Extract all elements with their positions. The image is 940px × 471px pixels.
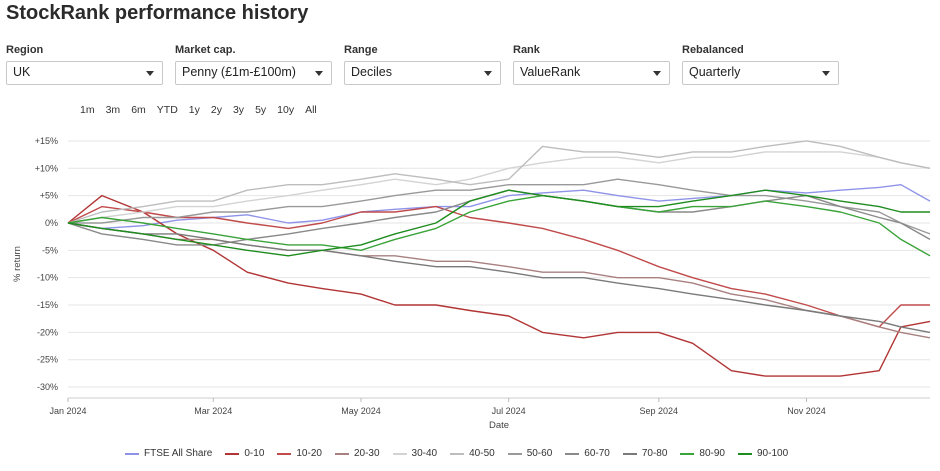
- y-tick-label: +10%: [35, 163, 58, 173]
- chevron-down-icon: [484, 71, 492, 76]
- series-line-30-40: [67, 151, 931, 224]
- chevron-down-icon: [822, 71, 830, 76]
- legend-label: 50-60: [526, 448, 553, 459]
- page-title: StockRank performance history: [6, 2, 309, 24]
- period-6m[interactable]: 6m: [131, 104, 146, 116]
- rank-filter: Rank ValueRank: [513, 44, 670, 85]
- rank-select[interactable]: ValueRank: [513, 61, 670, 85]
- legend-label: 60-70: [584, 448, 610, 459]
- legend-label: 0-10: [244, 448, 265, 459]
- period-5y[interactable]: 5y: [255, 104, 267, 116]
- range-label: Range: [344, 44, 378, 56]
- market-cap-value: Penny (£1m-£100m): [182, 65, 296, 79]
- range-select[interactable]: Deciles: [344, 61, 501, 85]
- legend-item-10-20[interactable]: 10-20: [277, 448, 322, 459]
- market-cap-label: Market cap.: [175, 44, 236, 56]
- series-line-10-20: [67, 205, 930, 328]
- legend-item-70-80[interactable]: 70-80: [622, 448, 668, 459]
- y-tick-label: -5%: [42, 245, 58, 255]
- legend-item-80-90[interactable]: 80-90: [680, 448, 725, 459]
- y-tick-label: +15%: [35, 136, 58, 146]
- rebalanced-select[interactable]: Quarterly: [682, 61, 839, 85]
- series-line-50-60: [68, 178, 931, 235]
- rebalanced-value: Quarterly: [689, 65, 741, 79]
- legend-label: 90-100: [757, 448, 789, 459]
- legend-label: 10-20: [296, 448, 322, 459]
- legend-label: 70-80: [641, 448, 668, 459]
- period-all[interactable]: All: [305, 104, 317, 116]
- period-selector: 1m 3m 6m YTD 1y 2y 3y 5y 10y All: [80, 104, 328, 116]
- y-tick-label: -10%: [37, 273, 58, 283]
- series-line-90-100: [67, 189, 930, 257]
- legend-swatch: [738, 452, 752, 455]
- rank-label: Rank: [513, 44, 540, 56]
- legend-item-50-60[interactable]: 50-60: [507, 448, 553, 459]
- y-tick-label: 0%: [45, 218, 58, 228]
- rank-value: ValueRank: [520, 65, 581, 79]
- series-line-70-80: [67, 222, 931, 334]
- legend-item-40-50[interactable]: 40-50: [450, 448, 495, 459]
- period-10y[interactable]: 10y: [277, 104, 295, 116]
- y-axis-label: % return: [12, 246, 23, 282]
- series-line-40-50: [67, 140, 931, 224]
- legend-item-ftse[interactable]: FTSE All Share: [125, 448, 212, 459]
- period-2y[interactable]: 2y: [210, 104, 222, 116]
- x-tick-label: May 2024: [341, 406, 381, 416]
- range-filter: Range Deciles: [344, 44, 501, 85]
- period-3y[interactable]: 3y: [232, 104, 245, 116]
- chevron-down-icon: [315, 71, 323, 76]
- chevron-down-icon: [653, 71, 661, 76]
- y-tick-label: -15%: [37, 300, 58, 310]
- legend-swatch: [392, 452, 407, 455]
- legend-swatch: [277, 452, 292, 455]
- legend-item-20-30[interactable]: 20-30: [334, 448, 380, 459]
- series-line-80-90: [67, 194, 931, 257]
- period-3m[interactable]: 3m: [105, 104, 121, 116]
- legend-swatch: [507, 452, 522, 455]
- legend-swatch: [680, 452, 695, 455]
- market-cap-select[interactable]: Penny (£1m-£100m): [175, 61, 332, 85]
- y-tick-label: +5%: [40, 191, 58, 201]
- legend-label: 20-30: [353, 448, 380, 459]
- period-ytd[interactable]: YTD: [156, 104, 178, 116]
- rebalanced-label: Rebalanced: [682, 44, 744, 56]
- legend-label: 30-40: [411, 448, 438, 459]
- legend-swatch: [125, 452, 139, 455]
- period-1m[interactable]: 1m: [80, 104, 95, 116]
- x-tick-label: Jan 2024: [49, 406, 86, 416]
- legend-item-30-40[interactable]: 30-40: [392, 448, 438, 459]
- rebalanced-filter: Rebalanced Quarterly: [682, 44, 839, 85]
- x-tick-label: Jul 2024: [492, 406, 526, 416]
- x-axis-label: Date: [489, 420, 509, 431]
- period-1y[interactable]: 1y: [188, 104, 200, 116]
- legend-swatch: [334, 452, 349, 455]
- range-value: Deciles: [351, 65, 392, 79]
- legend-item-60-70[interactable]: 60-70: [565, 448, 610, 459]
- y-tick-label: -25%: [37, 355, 58, 365]
- y-tick-label: -20%: [37, 327, 58, 337]
- legend-label: 80-90: [699, 448, 725, 459]
- region-filter: Region UK: [6, 44, 163, 85]
- x-tick-label: Mar 2024: [194, 406, 232, 416]
- region-value: UK: [13, 65, 31, 79]
- chart-legend: FTSE All Share 0-10 10-20 20-30 30-40 40…: [125, 448, 801, 459]
- market-cap-filter: Market cap. Penny (£1m-£100m): [175, 44, 332, 85]
- region-select[interactable]: UK: [6, 61, 163, 85]
- series-line-0-10: [67, 194, 931, 377]
- y-tick-label: -30%: [37, 382, 58, 392]
- x-tick-label: Nov 2024: [787, 406, 826, 416]
- legend-label: FTSE All Share: [144, 448, 213, 459]
- legend-swatch: [622, 452, 637, 455]
- legend-swatch: [225, 452, 240, 455]
- legend-swatch: [565, 452, 580, 455]
- region-label: Region: [6, 44, 44, 56]
- legend-item-90-100[interactable]: 90-100: [738, 448, 788, 459]
- series-line-20-30: [67, 222, 931, 339]
- x-tick-label: Sep 2024: [640, 406, 679, 416]
- legend-swatch: [450, 452, 465, 455]
- legend-label: 40-50: [469, 448, 495, 459]
- legend-item-0-10[interactable]: 0-10: [225, 448, 264, 459]
- chevron-down-icon: [146, 71, 154, 76]
- performance-chart: +15% +10% +5% 0% -5% -10% -15% -20% -25% -30% Jan …: [12, 136, 931, 431]
